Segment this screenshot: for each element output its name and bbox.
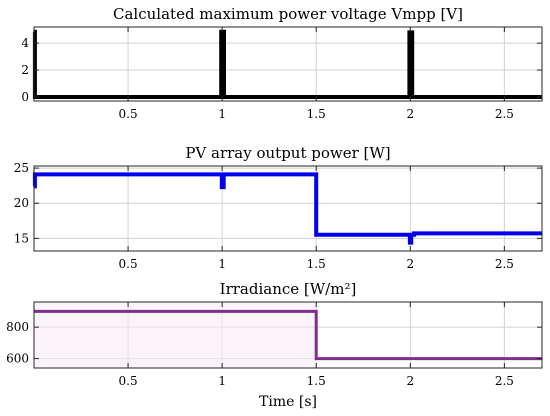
x-tick-label: 2 [406, 374, 414, 388]
x-tick-label: 1 [218, 257, 226, 271]
y-tick-label: 25 [14, 161, 29, 175]
x-tick-label: 1 [218, 107, 226, 121]
x-tick-label: 1.5 [307, 257, 326, 271]
vmpp-chart-title: Calculated maximum power voltage Vmpp [V… [113, 5, 463, 23]
irradiance-chart-title: Irradiance [W/m²] [220, 280, 357, 298]
x-tick-label: 0.5 [119, 107, 138, 121]
panel-vmpp: 0.5 1 1.5 2 2.5 0 2 4 Calculated maximum power v… [21, 5, 543, 121]
axes-frame [33, 301, 543, 369]
x-tick-label: 1 [218, 374, 226, 388]
axes-frame [33, 165, 543, 252]
x-tick-label: 2 [406, 257, 414, 271]
x-tick-label: 2.5 [495, 374, 514, 388]
x-axis-label: Time [s] [259, 394, 317, 410]
irradiance-series-line [34, 309, 542, 361]
x-tick-label: 1.5 [307, 107, 326, 121]
axes-frame [33, 26, 543, 102]
irradiance-shade [34, 302, 317, 368]
power-series-line [32, 172, 542, 245]
y-tick-label: 4 [21, 36, 29, 50]
y-tick-label: 600 [6, 352, 29, 366]
x-tick-label: 2.5 [495, 107, 514, 121]
panel-power: 0.5 1 1.5 2 2.5 15 20 25 PV array output power [… [14, 144, 543, 271]
y-tick-label: 20 [14, 196, 29, 210]
y-tick-label: 2 [21, 63, 29, 77]
x-tick-label: 0.5 [119, 257, 138, 271]
x-tick-label: 2 [406, 107, 414, 121]
y-tick-label: 800 [6, 320, 29, 334]
panel-irradiance: 0.5 1 1.5 2 2.5 600 800 Irradiance [W/m²] Time [… [6, 280, 543, 410]
power-chart-title: PV array output power [W] [185, 144, 390, 162]
y-tick-label: 15 [14, 231, 29, 245]
x-tick-label: 0.5 [119, 374, 138, 388]
y-tick-label: 0 [21, 90, 29, 104]
x-tick-label: 1.5 [307, 374, 326, 388]
x-tick-label: 2.5 [495, 257, 514, 271]
